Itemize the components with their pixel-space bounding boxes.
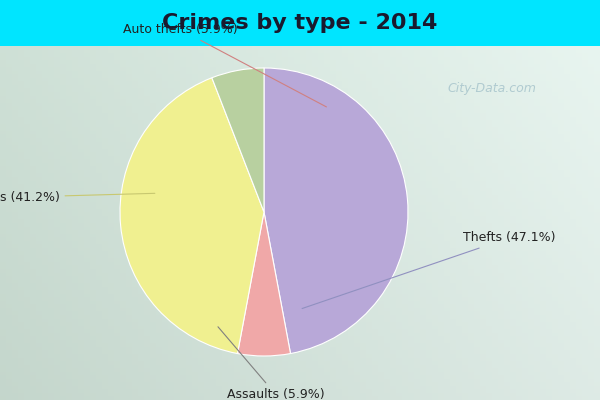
Text: Assaults (5.9%): Assaults (5.9%) <box>218 327 325 400</box>
Wedge shape <box>120 78 264 354</box>
Text: City-Data.com: City-Data.com <box>448 82 536 95</box>
Wedge shape <box>212 68 264 212</box>
Wedge shape <box>264 68 408 354</box>
Text: Burglaries (41.2%): Burglaries (41.2%) <box>0 191 155 204</box>
Text: Auto thefts (5.9%): Auto thefts (5.9%) <box>124 23 326 107</box>
Wedge shape <box>238 212 290 356</box>
Text: Crimes by type - 2014: Crimes by type - 2014 <box>163 13 437 33</box>
Text: Thefts (47.1%): Thefts (47.1%) <box>302 232 555 308</box>
